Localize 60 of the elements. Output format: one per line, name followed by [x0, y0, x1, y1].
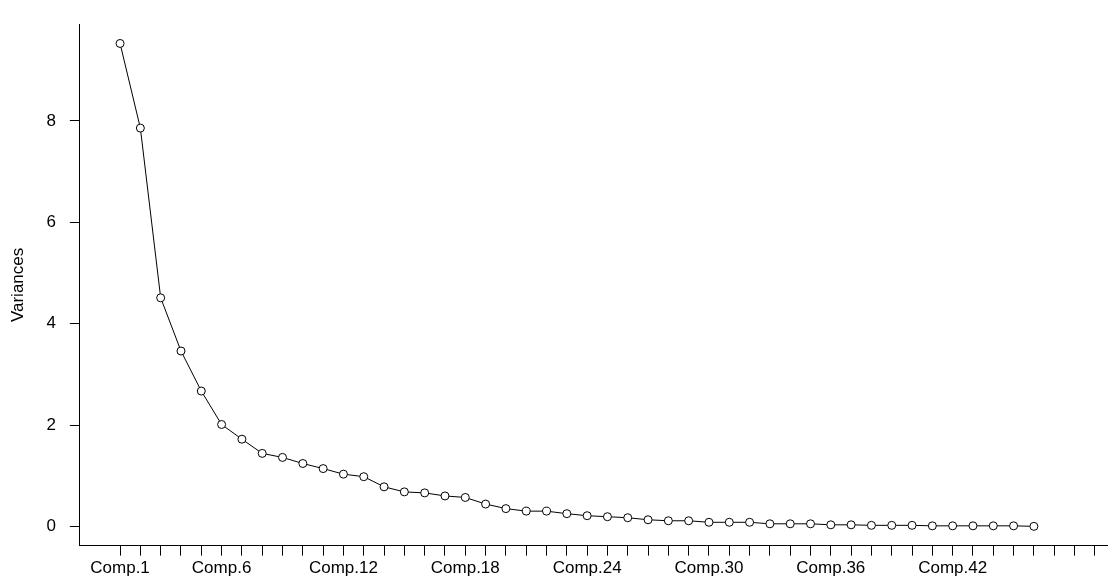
point: [745, 517, 755, 527]
x-tick-label: Comp.24: [552, 558, 622, 578]
point: [724, 517, 734, 527]
x-tick-label: Comp.36: [796, 558, 866, 578]
point: [135, 123, 145, 133]
point: [582, 511, 592, 521]
x-tick-label: Comp.6: [191, 558, 252, 578]
point: [806, 519, 816, 529]
x-tick-label: Comp.42: [918, 558, 988, 578]
point: [460, 492, 470, 502]
point: [704, 517, 714, 527]
point: [481, 499, 491, 509]
point: [826, 520, 836, 530]
y-tick-label: 8: [46, 110, 56, 130]
point: [684, 516, 694, 526]
point: [907, 520, 917, 530]
point: [765, 519, 775, 529]
point: [1029, 521, 1039, 531]
point: [501, 504, 511, 514]
point: [1009, 521, 1019, 531]
point: [562, 509, 572, 519]
point: [643, 515, 653, 525]
point: [542, 506, 552, 516]
point: [785, 519, 795, 529]
point: [115, 38, 125, 48]
point: [663, 516, 673, 526]
point: [379, 482, 389, 492]
point: [196, 386, 206, 396]
point: [866, 520, 876, 530]
point: [887, 520, 897, 530]
point: [440, 491, 450, 501]
x-tick-label: Comp.12: [308, 558, 378, 578]
point: [602, 512, 612, 522]
point: [399, 487, 409, 497]
point: [521, 506, 531, 516]
x-tick-label: Comp.1: [90, 558, 150, 578]
y-tick-label: 6: [46, 212, 56, 232]
point: [968, 521, 978, 531]
x-tick-label: Comp.18: [430, 558, 500, 578]
point: [298, 459, 308, 469]
point: [338, 469, 348, 479]
point: [278, 452, 288, 462]
point: [948, 521, 958, 531]
point: [318, 464, 328, 474]
point: [988, 521, 998, 531]
point: [927, 521, 937, 531]
y-tick-label: 4: [46, 313, 56, 333]
point: [176, 346, 186, 356]
y-tick-label: 2: [46, 414, 56, 434]
point: [420, 488, 430, 498]
point: [217, 420, 227, 429]
x-tick-label: Comp.30: [674, 558, 744, 578]
point: [846, 520, 856, 530]
point: [623, 513, 633, 523]
point: [257, 448, 267, 458]
y-tick-label: 0: [46, 516, 56, 536]
point: [156, 293, 166, 303]
point: [237, 434, 247, 444]
point: [359, 472, 369, 482]
y-axis-title: Variances: [7, 247, 27, 323]
